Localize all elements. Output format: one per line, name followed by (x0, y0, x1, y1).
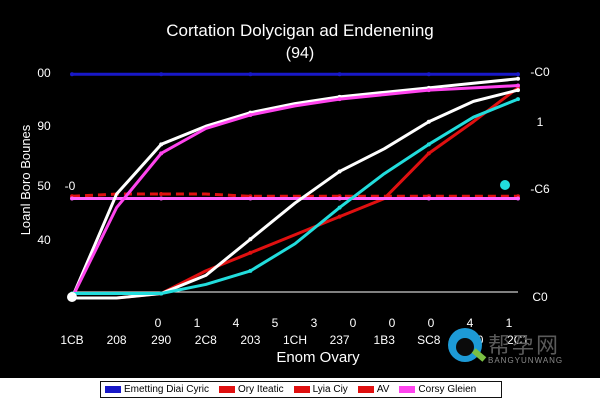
x-tick-top-label: 5 (272, 316, 279, 330)
y-right-tick-label: -C0 (530, 65, 550, 79)
legend-swatch (219, 386, 236, 393)
legend-label: AV (376, 384, 390, 395)
x-tick-top-label: 4 (233, 316, 240, 330)
data-point (159, 72, 164, 77)
legend: Emetting Diai Cyric Ory Iteatic Lyia Ciy AV… (0, 378, 600, 400)
data-point (516, 76, 520, 81)
legend-swatch (399, 386, 416, 393)
series-line-7 (72, 97, 519, 295)
watermark-text: 帮孕网 (488, 334, 561, 359)
data-point (159, 142, 164, 147)
chart-frame: Cortation Dolycigan ad Endenening (94) L… (0, 0, 600, 378)
data-point (159, 192, 164, 197)
series-line-5 (72, 88, 519, 300)
watermark-logo: 帮孕网 BANGYUNWANG (448, 326, 588, 370)
data-point (159, 196, 164, 201)
x-axis-label: Enom Ovary (276, 349, 360, 366)
series-line-6 (70, 84, 519, 299)
x-tick-top-label: 0 (155, 316, 162, 330)
data-point (70, 72, 74, 77)
y-tick-label: 90 (37, 119, 51, 133)
data-point (337, 214, 342, 219)
x-tick-label: 2C8 (195, 333, 217, 347)
data-point (159, 151, 164, 156)
data-point (248, 250, 253, 255)
y-right-tick-label: -C6 (530, 182, 550, 196)
data-point (426, 196, 431, 201)
legend-label: Corsy Gleien (418, 384, 477, 395)
line-chart: Cortation Dolycigan ad Endenening (94) L… (18, 21, 550, 366)
x-tick-top-label: 4 (467, 316, 474, 330)
q-logo-icon (448, 328, 482, 362)
x-tick-label: 237 (330, 333, 350, 347)
y-right-tick-label: 1 (537, 115, 544, 129)
x-tick-top-label: 0 (389, 316, 396, 330)
x-tick-label: SC8 (417, 333, 441, 347)
data-point (426, 119, 431, 124)
data-point (248, 72, 253, 77)
chart-title: Cortation Dolycigan ad Endenening (166, 21, 433, 40)
legend-item-3: AV (357, 384, 390, 395)
legend-item-1: Ory Iteatic (219, 384, 284, 395)
legend-box: Emetting Diai Cyric Ory Iteatic Lyia Ciy AV… (100, 381, 502, 398)
data-point (70, 196, 74, 201)
data-point (426, 151, 431, 156)
data-point (516, 97, 520, 102)
x-tick-top-label: 1 (506, 316, 513, 330)
y-right-tick-label: C0 (532, 290, 548, 304)
x-tick-label: 1CH (283, 333, 307, 347)
x-tick-label: 1CB (60, 333, 83, 347)
data-point (248, 112, 253, 117)
x-tick-top-label: 0 (428, 316, 435, 330)
legend-item-0: Emetting Diai Cyric (105, 384, 209, 395)
data-point (248, 237, 253, 242)
series-layer (67, 72, 520, 302)
origin-marker (67, 292, 77, 302)
data-point (337, 72, 342, 77)
x-tick-top-label: 0 (350, 316, 357, 330)
q-logo-tail (471, 348, 487, 362)
legend-label: Lyia Ciy (312, 384, 348, 395)
x-tick-top-label: 1 (194, 316, 201, 330)
end-marker (500, 180, 510, 190)
data-point (516, 72, 520, 77)
legend-label: Emetting Diai Cyric (124, 384, 210, 395)
y-tick-label: 40 (37, 233, 51, 247)
legend-item-4: Corsy Gleien (399, 384, 476, 395)
data-point (516, 83, 520, 88)
x-tick-label: 208 (107, 333, 127, 347)
y-tick-label: 50 (37, 179, 51, 193)
x-tick-label: 290 (151, 333, 171, 347)
x-tick-label: 2C1 (507, 333, 529, 347)
data-point (159, 291, 164, 296)
series-line-2 (71, 192, 518, 198)
legend-swatch (293, 386, 310, 393)
y-inner-tick-label: -0 (65, 179, 76, 193)
ticks-layer: 1CB2082902C82031CH2371B3SC82302C10145300… (37, 65, 550, 347)
data-point (248, 196, 253, 201)
y-axis-label: Loanl Boro Bounes (18, 124, 33, 235)
data-point (426, 88, 431, 93)
x-tick-label: 1B3 (374, 333, 396, 347)
x-tick-top-label: 3 (311, 316, 318, 330)
y-tick-label: 00 (37, 66, 51, 80)
data-point (426, 142, 431, 147)
data-point (337, 169, 342, 174)
legend-label: Ory Iteatic (238, 384, 284, 395)
watermark-subtext: BANGYUNWANG (488, 356, 564, 365)
series-line-4 (70, 77, 519, 299)
data-point (516, 196, 520, 201)
legend-swatch (357, 386, 374, 393)
legend-item-2: Lyia Ciy (293, 384, 348, 395)
chart-subtitle: (94) (286, 45, 314, 62)
data-point (516, 88, 520, 93)
data-point (337, 196, 342, 201)
data-point (337, 97, 342, 102)
x-tick-label: 203 (240, 333, 260, 347)
data-point (337, 205, 342, 210)
data-point (426, 72, 431, 77)
data-point (248, 268, 253, 273)
legend-swatch (105, 386, 121, 393)
